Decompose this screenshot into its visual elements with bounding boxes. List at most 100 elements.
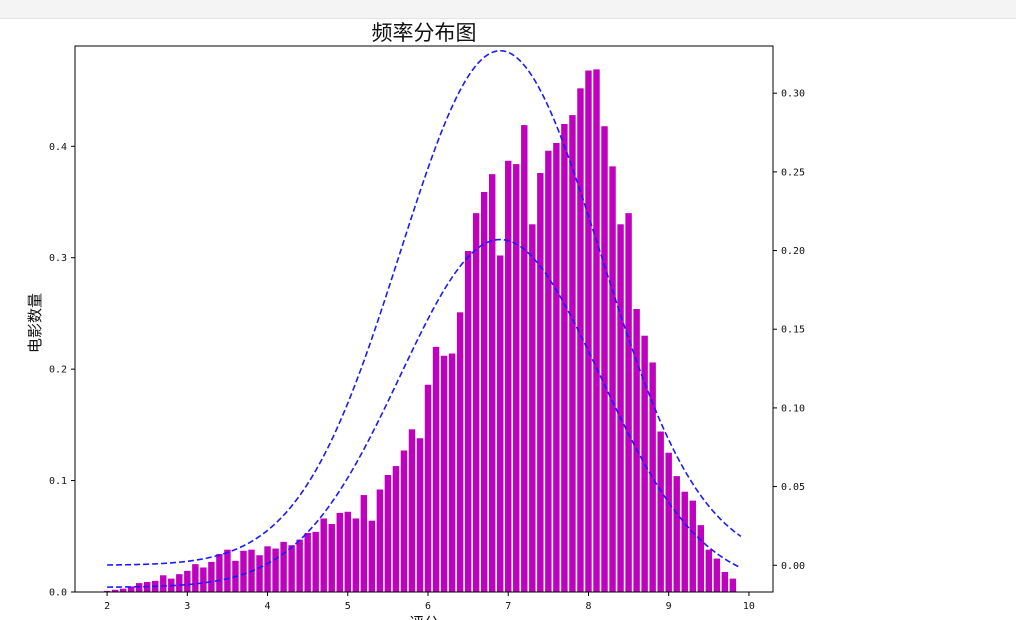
notebook-output-bar (0, 0, 1016, 19)
bar (553, 142, 560, 592)
bar (472, 213, 480, 592)
bar (224, 549, 231, 592)
bar (456, 312, 464, 592)
y2-tick-label: 0.05 (781, 482, 805, 493)
bar (208, 561, 215, 592)
y2-tick-label: 0.00 (781, 561, 805, 572)
x-tick-label: 2 (104, 601, 110, 612)
bar (392, 466, 400, 592)
y-tick-label: 0.3 (49, 253, 67, 264)
bar (505, 160, 512, 592)
y-axis-label: 电影数量 (26, 293, 44, 353)
y-tick-label: 0.2 (49, 365, 67, 376)
bar (272, 548, 279, 592)
bar (649, 362, 656, 592)
bar (488, 174, 496, 592)
axes: 2 3 4 5 6 7 8 9 10 0.0 0.1 0.2 0.3 0.4 0.00 0.05 0.10 0.1… (49, 45, 805, 612)
bar (721, 571, 729, 592)
bar (119, 588, 127, 592)
bar (408, 429, 416, 592)
bar (111, 589, 119, 592)
bar (352, 518, 360, 592)
bar (216, 554, 223, 592)
bar (192, 564, 199, 592)
bar (665, 452, 672, 592)
bar (103, 590, 111, 592)
x-tick-label: 8 (585, 601, 591, 612)
bar (705, 549, 713, 592)
bar (200, 567, 207, 592)
bar (160, 575, 167, 592)
bar (641, 335, 648, 592)
x-tick-label: 9 (666, 601, 672, 612)
bar (176, 574, 183, 592)
bar (312, 531, 319, 592)
bar (689, 500, 696, 592)
density-curve (107, 238, 742, 588)
bar (601, 126, 608, 592)
bar (497, 255, 504, 593)
bar (569, 115, 576, 592)
x-axis-label: 评分 (409, 614, 439, 620)
y2-tick-label: 0.20 (781, 246, 805, 257)
bar (617, 224, 624, 593)
bar (593, 69, 600, 592)
bar (440, 355, 448, 592)
y-tick-label: 0.1 (49, 476, 67, 487)
bar (135, 583, 143, 592)
bar (673, 476, 680, 592)
bar (368, 520, 376, 592)
bar (328, 524, 335, 592)
chart-title: 频率分布图 (372, 21, 477, 45)
bar (537, 173, 544, 592)
bar (577, 88, 584, 592)
bar (376, 489, 384, 592)
bar (344, 511, 351, 592)
bar (585, 70, 592, 592)
y2-tick-label: 0.25 (781, 167, 805, 178)
bar (480, 191, 488, 592)
x-tick-label: 6 (425, 601, 431, 612)
bar (416, 438, 424, 592)
bar (127, 586, 135, 592)
y2-tick-label: 0.30 (781, 89, 805, 100)
y-tick-label: 0.0 (49, 588, 67, 599)
bar (304, 532, 311, 592)
bar (609, 166, 616, 592)
bar (448, 353, 456, 592)
histogram-bars (103, 69, 737, 593)
x-tick-label: 4 (265, 601, 271, 612)
density-curve (107, 49, 742, 566)
bar (240, 550, 247, 592)
bar (561, 124, 568, 592)
bar (400, 450, 408, 592)
bar (320, 518, 327, 592)
density-curves (107, 49, 742, 588)
bar (264, 546, 271, 592)
x-tick-label: 5 (345, 601, 351, 612)
bar (521, 125, 528, 593)
bar (360, 495, 368, 592)
bar (464, 251, 472, 592)
bar (713, 558, 721, 592)
bar (280, 541, 287, 592)
bar (296, 539, 303, 592)
bar (681, 491, 688, 592)
bar (336, 512, 343, 592)
bar (657, 431, 664, 592)
bar (729, 578, 737, 592)
bar (697, 525, 704, 592)
y2-tick-label: 0.10 (781, 403, 805, 414)
bar (384, 475, 392, 592)
bar (424, 384, 432, 592)
bar (256, 555, 263, 592)
plot-frame (74, 45, 774, 593)
bar (513, 164, 520, 593)
bar (625, 213, 632, 592)
x-tick-label: 10 (743, 601, 755, 612)
bar (432, 346, 440, 592)
bar (529, 224, 536, 593)
x-tick-label: 7 (505, 601, 511, 612)
bar (288, 545, 295, 592)
y2-tick-label: 0.15 (781, 325, 805, 336)
